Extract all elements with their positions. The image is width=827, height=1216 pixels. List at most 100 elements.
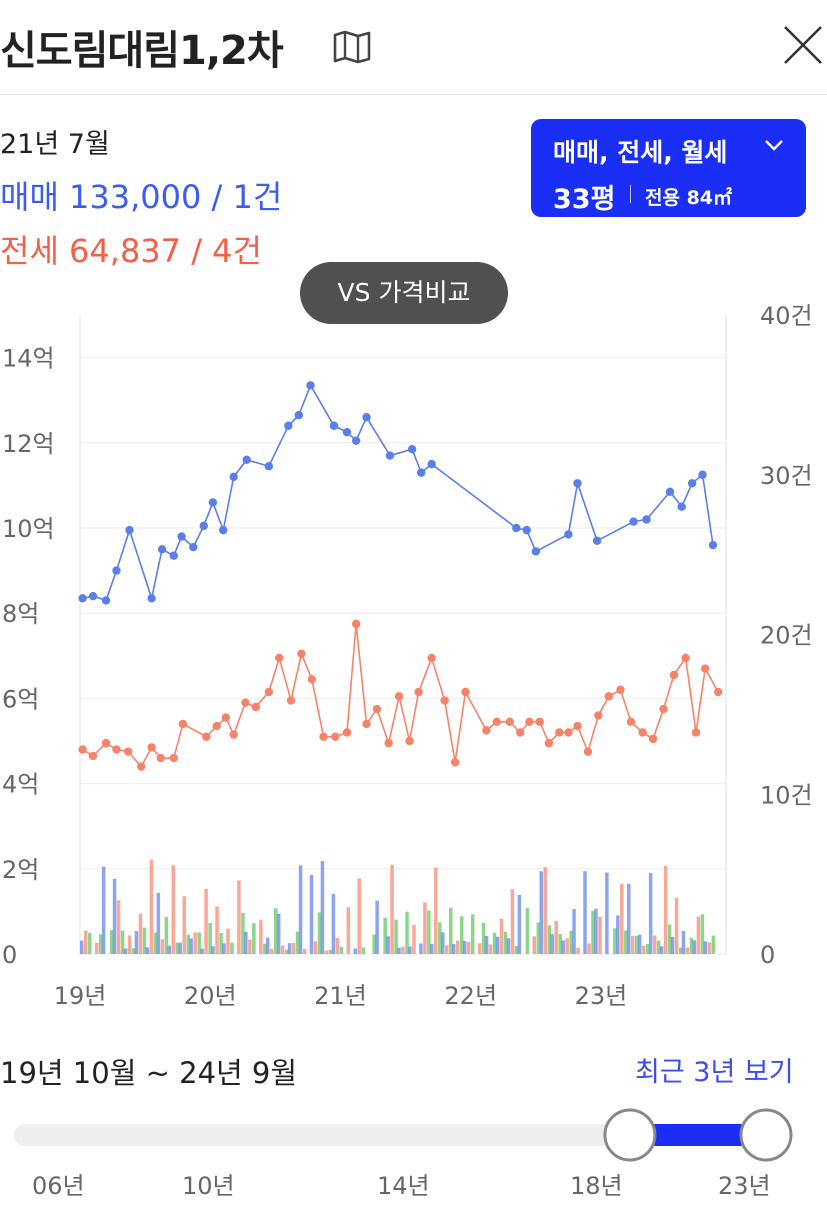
volume-bar xyxy=(230,942,234,954)
volume-bar xyxy=(656,940,661,954)
y-tick-label: 0 xyxy=(2,941,17,969)
volume-bar xyxy=(405,911,409,954)
volume-bar xyxy=(430,943,434,954)
period-slider[interactable] xyxy=(0,1100,827,1170)
map-icon[interactable] xyxy=(332,30,372,68)
volume-bar xyxy=(149,859,154,954)
volume-bar xyxy=(98,934,103,954)
jeonse-point xyxy=(492,717,501,727)
volume-bar xyxy=(80,940,84,954)
slider-handle-start[interactable] xyxy=(603,1108,657,1162)
volume-bar xyxy=(445,945,449,954)
volume-bar xyxy=(462,940,467,954)
volume-bar xyxy=(339,947,344,954)
jeonse-point xyxy=(482,726,491,735)
volume-bar xyxy=(681,930,686,954)
volume-bar xyxy=(156,892,161,954)
volume-bar xyxy=(259,919,263,954)
jeonse-point xyxy=(112,745,121,754)
slider-tick: 10년 xyxy=(182,1172,235,1200)
y-right-tick-label: 10건 xyxy=(760,781,813,809)
compare-button[interactable]: VS 가격비교 xyxy=(300,262,508,324)
sale-point xyxy=(687,479,697,488)
volume-bar xyxy=(605,872,609,954)
volume-bar xyxy=(539,871,543,954)
volume-bar xyxy=(335,937,340,954)
jeonse-point xyxy=(202,732,211,741)
volume-bar xyxy=(459,916,464,954)
volume-bar xyxy=(84,930,88,954)
volume-bar xyxy=(627,883,631,954)
sale-point xyxy=(708,540,718,550)
volume-bar xyxy=(495,936,500,954)
jeonse-point xyxy=(414,687,423,697)
volume-bar xyxy=(506,938,511,954)
volume-bar xyxy=(193,932,197,954)
recent-3y-link[interactable]: 최근 3년 보기 xyxy=(635,1057,794,1088)
sale-point xyxy=(264,462,274,471)
volume-bar xyxy=(120,930,125,954)
volume-bar xyxy=(123,948,128,954)
y-tick-label: 8억 xyxy=(2,600,39,628)
jeonse-point xyxy=(251,702,261,712)
sale-point xyxy=(219,525,228,535)
sale-point xyxy=(189,542,198,552)
volume-bar xyxy=(244,931,248,954)
jeonse-point xyxy=(123,747,133,756)
jeonse-point xyxy=(101,738,111,748)
volume-bar xyxy=(317,912,322,954)
sale-point xyxy=(677,502,686,511)
volume-bar xyxy=(320,861,325,954)
sale-point xyxy=(208,498,218,507)
jeonse-point xyxy=(394,692,404,701)
sale-point xyxy=(665,487,675,496)
sale-point xyxy=(242,455,251,465)
sale-point xyxy=(512,523,521,533)
y-tick-label: 10억 xyxy=(2,515,55,543)
volume-bar xyxy=(488,944,493,954)
volume-bar xyxy=(116,900,121,954)
jeonse-point xyxy=(700,664,710,673)
volume-bar xyxy=(591,910,595,954)
y-tick-label: 6억 xyxy=(2,685,39,713)
volume-bar xyxy=(696,916,701,954)
volume-bar xyxy=(455,940,460,954)
volume-bar xyxy=(200,948,204,954)
jeonse-point xyxy=(505,717,514,727)
sale-point xyxy=(147,594,156,603)
filter-divider xyxy=(630,185,631,203)
slider-track xyxy=(14,1124,770,1146)
volume-bar xyxy=(700,914,705,954)
jeonse-point xyxy=(681,653,690,663)
price-chart: 0 2억 4억 6억 8억 10억 12억 14억 0 10건 20건 30건 40건 19년 20년 21년… xyxy=(2,302,813,1010)
volume-bar xyxy=(265,937,270,954)
volume-bar xyxy=(594,908,598,954)
slider-handle-end[interactable] xyxy=(739,1108,793,1162)
close-icon[interactable] xyxy=(782,24,824,70)
volume-bar xyxy=(127,935,132,954)
sale-point xyxy=(342,427,352,437)
sale-point xyxy=(573,479,582,488)
jeonse-point xyxy=(669,670,679,680)
sale-point xyxy=(642,515,651,524)
volume-bar xyxy=(109,930,114,954)
volume-bar xyxy=(197,932,201,954)
jeonse-point xyxy=(147,743,156,752)
jeonse-point xyxy=(275,653,284,663)
volume-bar xyxy=(484,936,489,954)
x-tick-label: 22년 xyxy=(444,982,497,1010)
volume-bar xyxy=(434,867,438,954)
volume-bar xyxy=(346,907,351,954)
volume-bar xyxy=(226,928,230,954)
volume-bar xyxy=(401,946,405,954)
filter-button[interactable]: 매매, 전세, 월세 33평 전용 84㎡ xyxy=(531,119,806,217)
x-tick-label: 19년 xyxy=(54,982,107,1010)
slider-tick: 23년 xyxy=(718,1172,771,1200)
volume-bar xyxy=(620,883,624,954)
jeonse-point xyxy=(137,762,146,771)
jeonse-point xyxy=(78,745,87,754)
sale-point xyxy=(407,444,417,454)
slider-tick: 06년 xyxy=(32,1172,85,1200)
jeonse-point xyxy=(372,704,382,714)
volume-bar xyxy=(394,919,398,954)
